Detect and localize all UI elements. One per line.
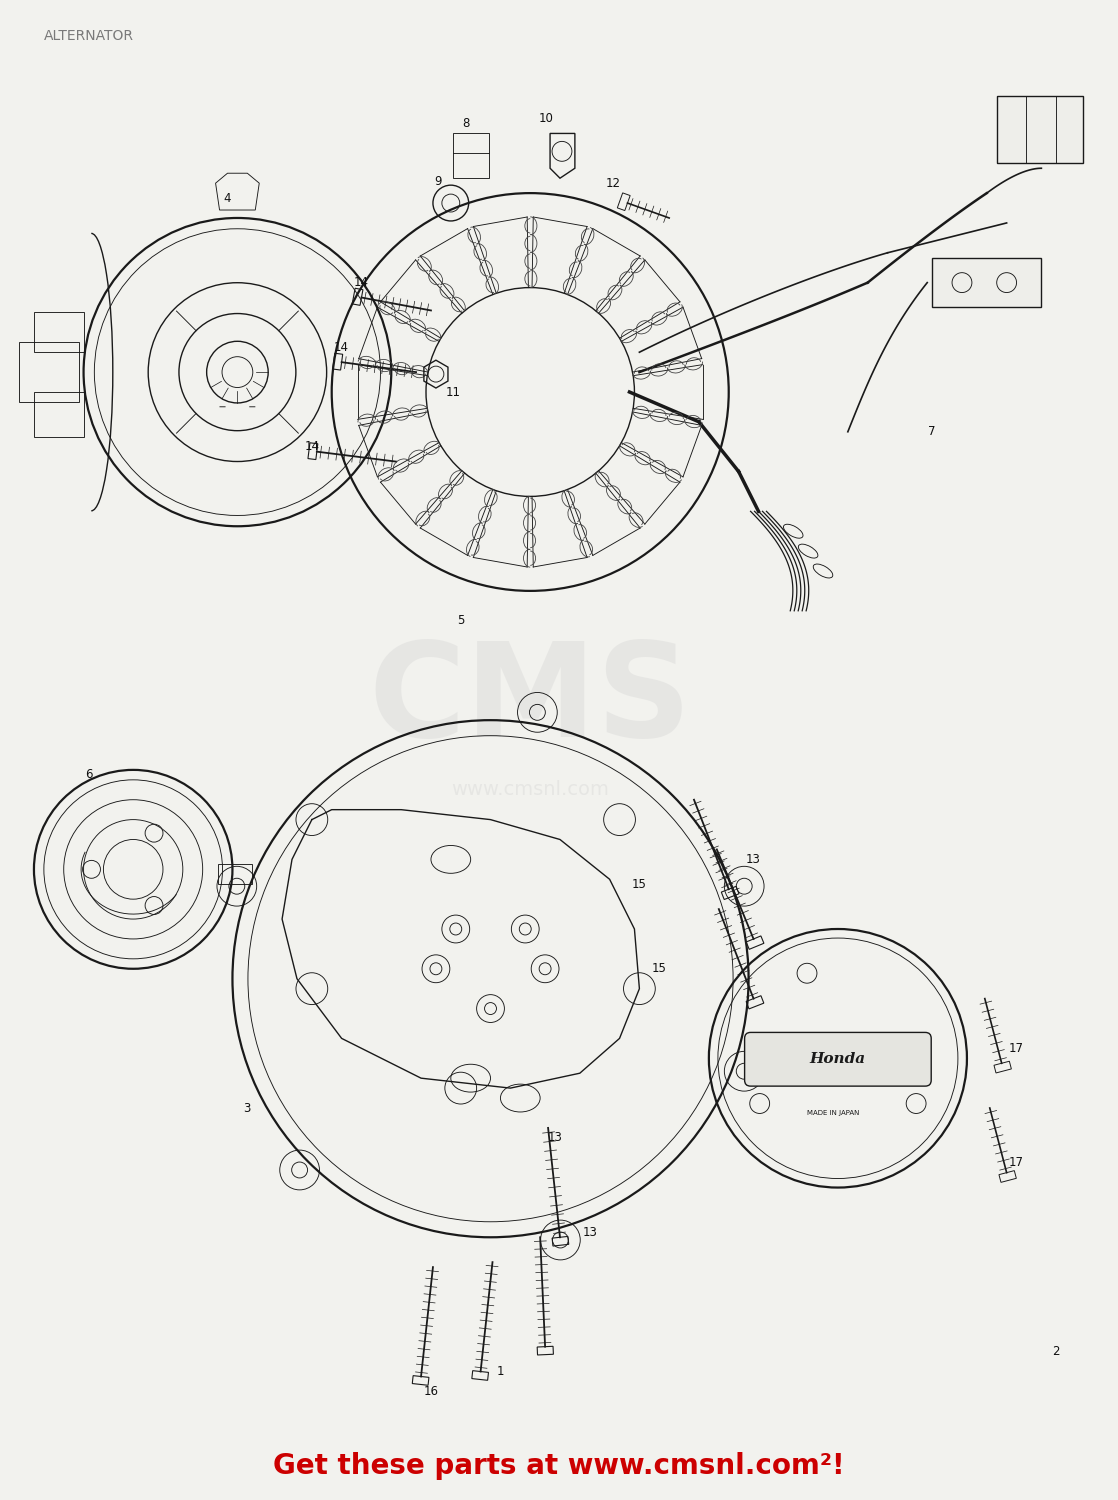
Text: 10: 10 xyxy=(539,112,553,125)
Text: 14: 14 xyxy=(304,440,320,453)
Text: 4: 4 xyxy=(224,192,231,204)
Polygon shape xyxy=(932,258,1041,308)
Text: 13: 13 xyxy=(582,1226,597,1239)
Text: MADE IN JAPAN: MADE IN JAPAN xyxy=(807,1110,859,1116)
Polygon shape xyxy=(997,96,1083,164)
Text: 5: 5 xyxy=(457,614,464,627)
Text: 16: 16 xyxy=(424,1384,438,1398)
Text: 2: 2 xyxy=(1052,1346,1060,1358)
Text: 6: 6 xyxy=(85,768,93,782)
Text: 9: 9 xyxy=(434,174,442,188)
Text: 7: 7 xyxy=(928,426,936,438)
Text: Get these parts at www.cmsnl.com²!: Get these parts at www.cmsnl.com²! xyxy=(273,1452,845,1480)
FancyBboxPatch shape xyxy=(745,1032,931,1086)
Text: 14: 14 xyxy=(354,276,369,290)
Text: 17: 17 xyxy=(1010,1156,1024,1168)
Text: Honda: Honda xyxy=(809,1053,866,1066)
Text: 15: 15 xyxy=(652,963,666,975)
Text: 3: 3 xyxy=(244,1101,252,1114)
Text: 1: 1 xyxy=(496,1365,504,1378)
Text: 17: 17 xyxy=(1010,1042,1024,1054)
Text: 8: 8 xyxy=(462,117,470,130)
Text: 11: 11 xyxy=(445,386,461,399)
Text: 14: 14 xyxy=(334,340,349,354)
Text: CMS: CMS xyxy=(369,638,692,764)
Text: 13: 13 xyxy=(746,853,761,865)
Text: 15: 15 xyxy=(632,878,647,891)
Text: 13: 13 xyxy=(548,1131,562,1144)
Text: www.cmsnl.com: www.cmsnl.com xyxy=(452,780,609,800)
Text: ALTERNATOR: ALTERNATOR xyxy=(44,28,134,44)
Text: 12: 12 xyxy=(606,177,622,189)
